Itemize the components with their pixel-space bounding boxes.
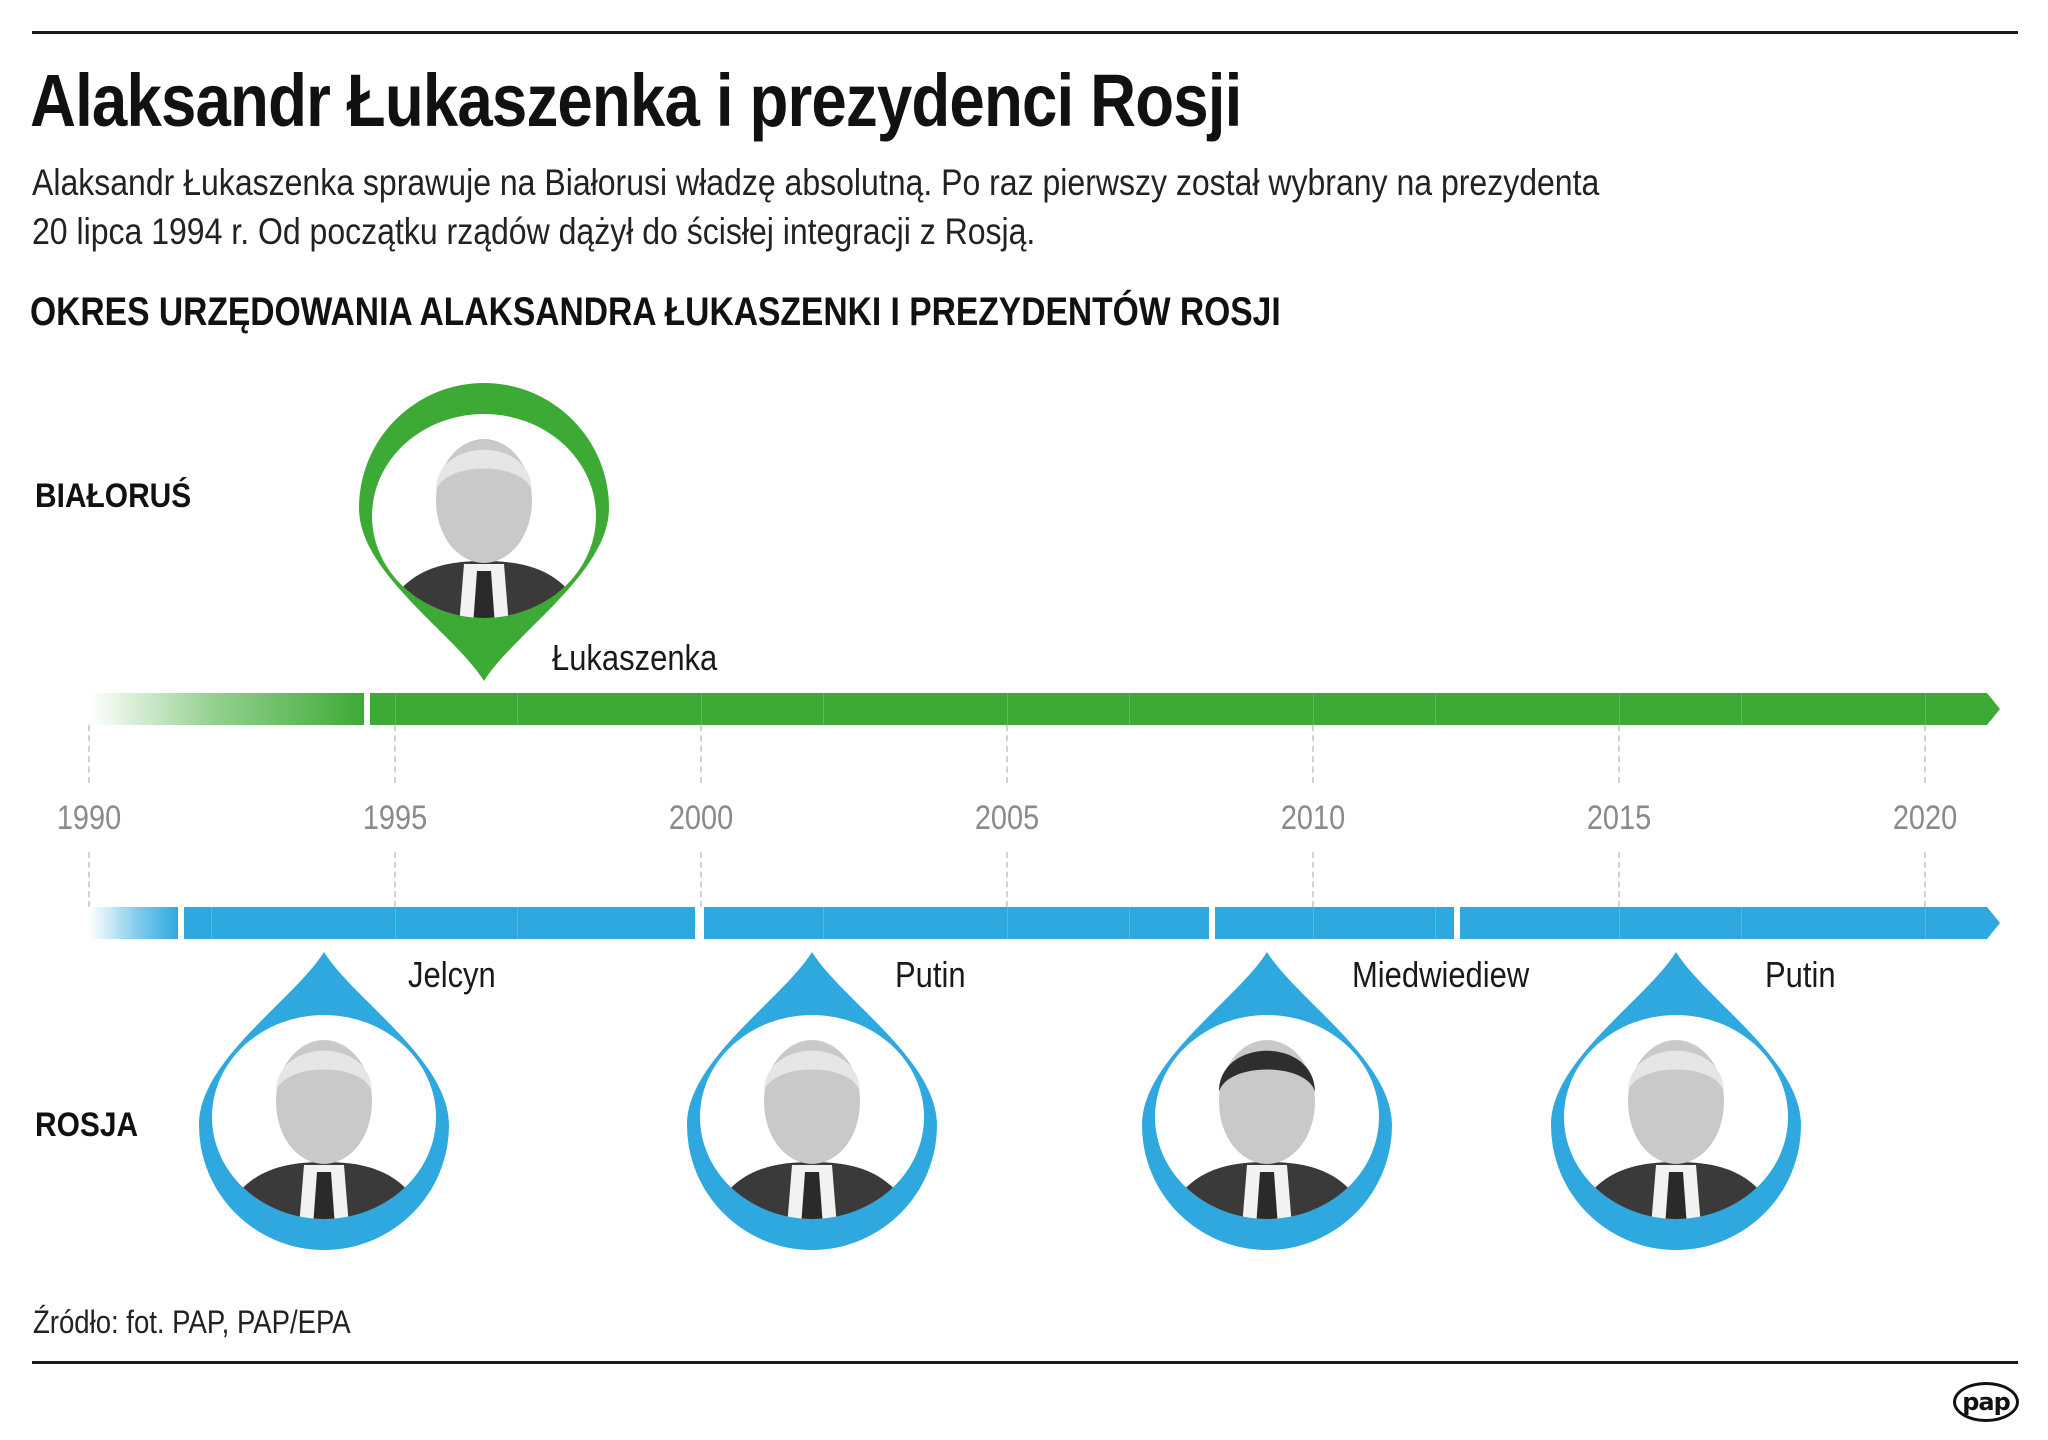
top-rule [32, 31, 2018, 34]
page-title: Alaksandr Łukaszenka i prezydenci Rosji [30, 59, 1242, 142]
axis-year-label: 1995 [362, 799, 428, 837]
yeltsin-portrait-icon [199, 952, 449, 1250]
term-segment [1459, 907, 1987, 939]
bar-grid-line [211, 907, 213, 939]
bar-grid-line [1007, 693, 1008, 725]
bar-grid-line [1435, 907, 1437, 939]
gridline-upper [394, 725, 396, 783]
term-segment [370, 693, 1987, 725]
person-name-label: Miedwiediew [1352, 954, 1530, 995]
pin-łukaszenka [359, 383, 609, 681]
bar-grid-line [1313, 907, 1314, 939]
arrow-right-icon [1987, 693, 2000, 725]
axis-year-label: 2000 [668, 799, 734, 837]
pap-logo-text: pap [1962, 1388, 2011, 1416]
bar-grid-line [1313, 693, 1314, 725]
bar-grid-line [395, 907, 396, 939]
pin-putin [687, 952, 937, 1250]
gridline-lower [1924, 852, 1926, 907]
gridline-lower [1312, 852, 1314, 907]
gridline-lower [88, 852, 90, 907]
putin-portrait-icon [1551, 952, 1801, 1250]
section-title: OKRES URZĘDOWANIA ALAKSANDRA ŁUKASZENKI … [30, 290, 1281, 334]
bar-grid-line [1741, 693, 1743, 725]
axis-year-label: 2010 [1280, 799, 1346, 837]
gridline-upper [88, 725, 90, 783]
axis-year-label: 1990 [56, 799, 122, 837]
bar-grid-line [823, 907, 825, 939]
bar-grid-line [517, 907, 519, 939]
bar-grid-line [1619, 693, 1620, 725]
gridline-lower [1006, 852, 1008, 907]
row-label-belarus: BIAŁORUŚ [35, 477, 192, 515]
bar-grid-line [701, 693, 702, 725]
axis-year-label: 2005 [974, 799, 1040, 837]
person-name-label: Jelcyn [408, 954, 496, 995]
row-label-russia: ROSJA [35, 1106, 139, 1144]
pin-putin [1551, 952, 1801, 1250]
bar-grid-line [1741, 907, 1743, 939]
bar-grid-line [395, 693, 396, 725]
bottom-rule [32, 1361, 2018, 1364]
bar-grid-line [823, 693, 825, 725]
person-name-label: Łukaszenka [552, 637, 718, 678]
person-name-label: Putin [1765, 954, 1836, 995]
timeline-bar-belarus [0, 693, 2048, 725]
gridline-lower [1618, 852, 1620, 907]
gridline-upper [1312, 725, 1314, 783]
term-segment [1215, 907, 1454, 939]
bar-grid-line [1129, 907, 1131, 939]
gridline-lower [700, 852, 702, 907]
bar-grid-line [517, 693, 519, 725]
bar-grid-line [1925, 693, 1926, 725]
subtitle-line-2: 20 lipca 1994 r. Od początku rządów dąży… [32, 211, 1036, 252]
pre-term-fade [89, 693, 365, 725]
bar-grid-line [1619, 907, 1620, 939]
gridline-upper [1924, 725, 1926, 783]
source-note: Źródło: fot. PAP, PAP/EPA [33, 1304, 351, 1340]
pap-logo: pap [1953, 1382, 2019, 1422]
bar-grid-line [1925, 907, 1926, 939]
term-segment [704, 907, 1210, 939]
term-segment [183, 907, 695, 939]
pin-miedwiediew [1142, 952, 1392, 1250]
subtitle: Alaksandr Łukaszenka sprawuje na Białoru… [32, 158, 1599, 256]
timeline-bar-russia [0, 907, 2048, 939]
lukashenko-portrait-icon [359, 383, 609, 681]
bar-grid-line [1007, 907, 1008, 939]
gridline-lower [394, 852, 396, 907]
axis-year-label: 2020 [1892, 799, 1958, 837]
bar-grid-line [1435, 693, 1437, 725]
medvedev-portrait-icon [1142, 952, 1392, 1250]
axis-year-label: 2015 [1586, 799, 1652, 837]
gridline-upper [1618, 725, 1620, 783]
person-name-label: Putin [895, 954, 966, 995]
arrow-right-icon [1987, 907, 2000, 939]
putin-portrait-icon [687, 952, 937, 1250]
subtitle-line-1: Alaksandr Łukaszenka sprawuje na Białoru… [32, 162, 1600, 203]
gridline-upper [700, 725, 702, 783]
pre-term-fade [89, 907, 178, 939]
bar-grid-line [1129, 693, 1131, 725]
gridline-upper [1006, 725, 1008, 783]
pin-jelcyn [199, 952, 449, 1250]
